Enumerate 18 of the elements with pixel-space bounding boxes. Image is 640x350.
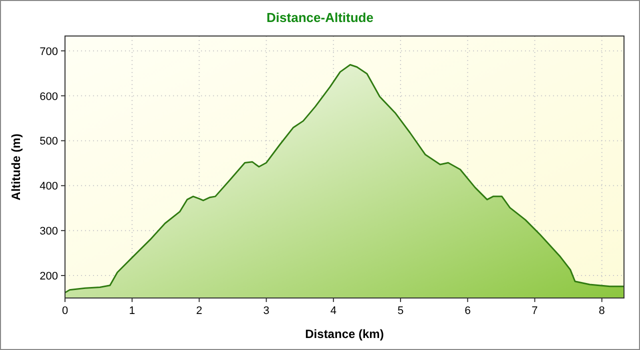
y-axis-title: Altitude (m): [9, 134, 23, 200]
x-tick-label: 5: [397, 305, 404, 317]
x-tick-label: 3: [263, 305, 270, 317]
y-tick-label: 500: [40, 136, 58, 148]
x-tick-label: 4: [330, 305, 336, 317]
x-tick-label: 6: [464, 305, 471, 317]
y-tick-label: 700: [40, 46, 58, 58]
y-tick-label: 600: [40, 90, 58, 103]
x-tick-label: 1: [129, 305, 136, 317]
chart-title: Distance-Altitude: [266, 10, 374, 25]
x-tick-label: 2: [196, 305, 202, 317]
x-tick-label: 8: [598, 305, 605, 317]
x-tick-label: 0: [62, 305, 68, 317]
y-tick-label: 300: [40, 226, 58, 238]
y-tick-label: 200: [40, 270, 58, 283]
y-tick-label: 400: [40, 180, 58, 193]
x-axis-title: Distance (km): [305, 327, 384, 341]
x-tick-label: 7: [532, 305, 538, 317]
